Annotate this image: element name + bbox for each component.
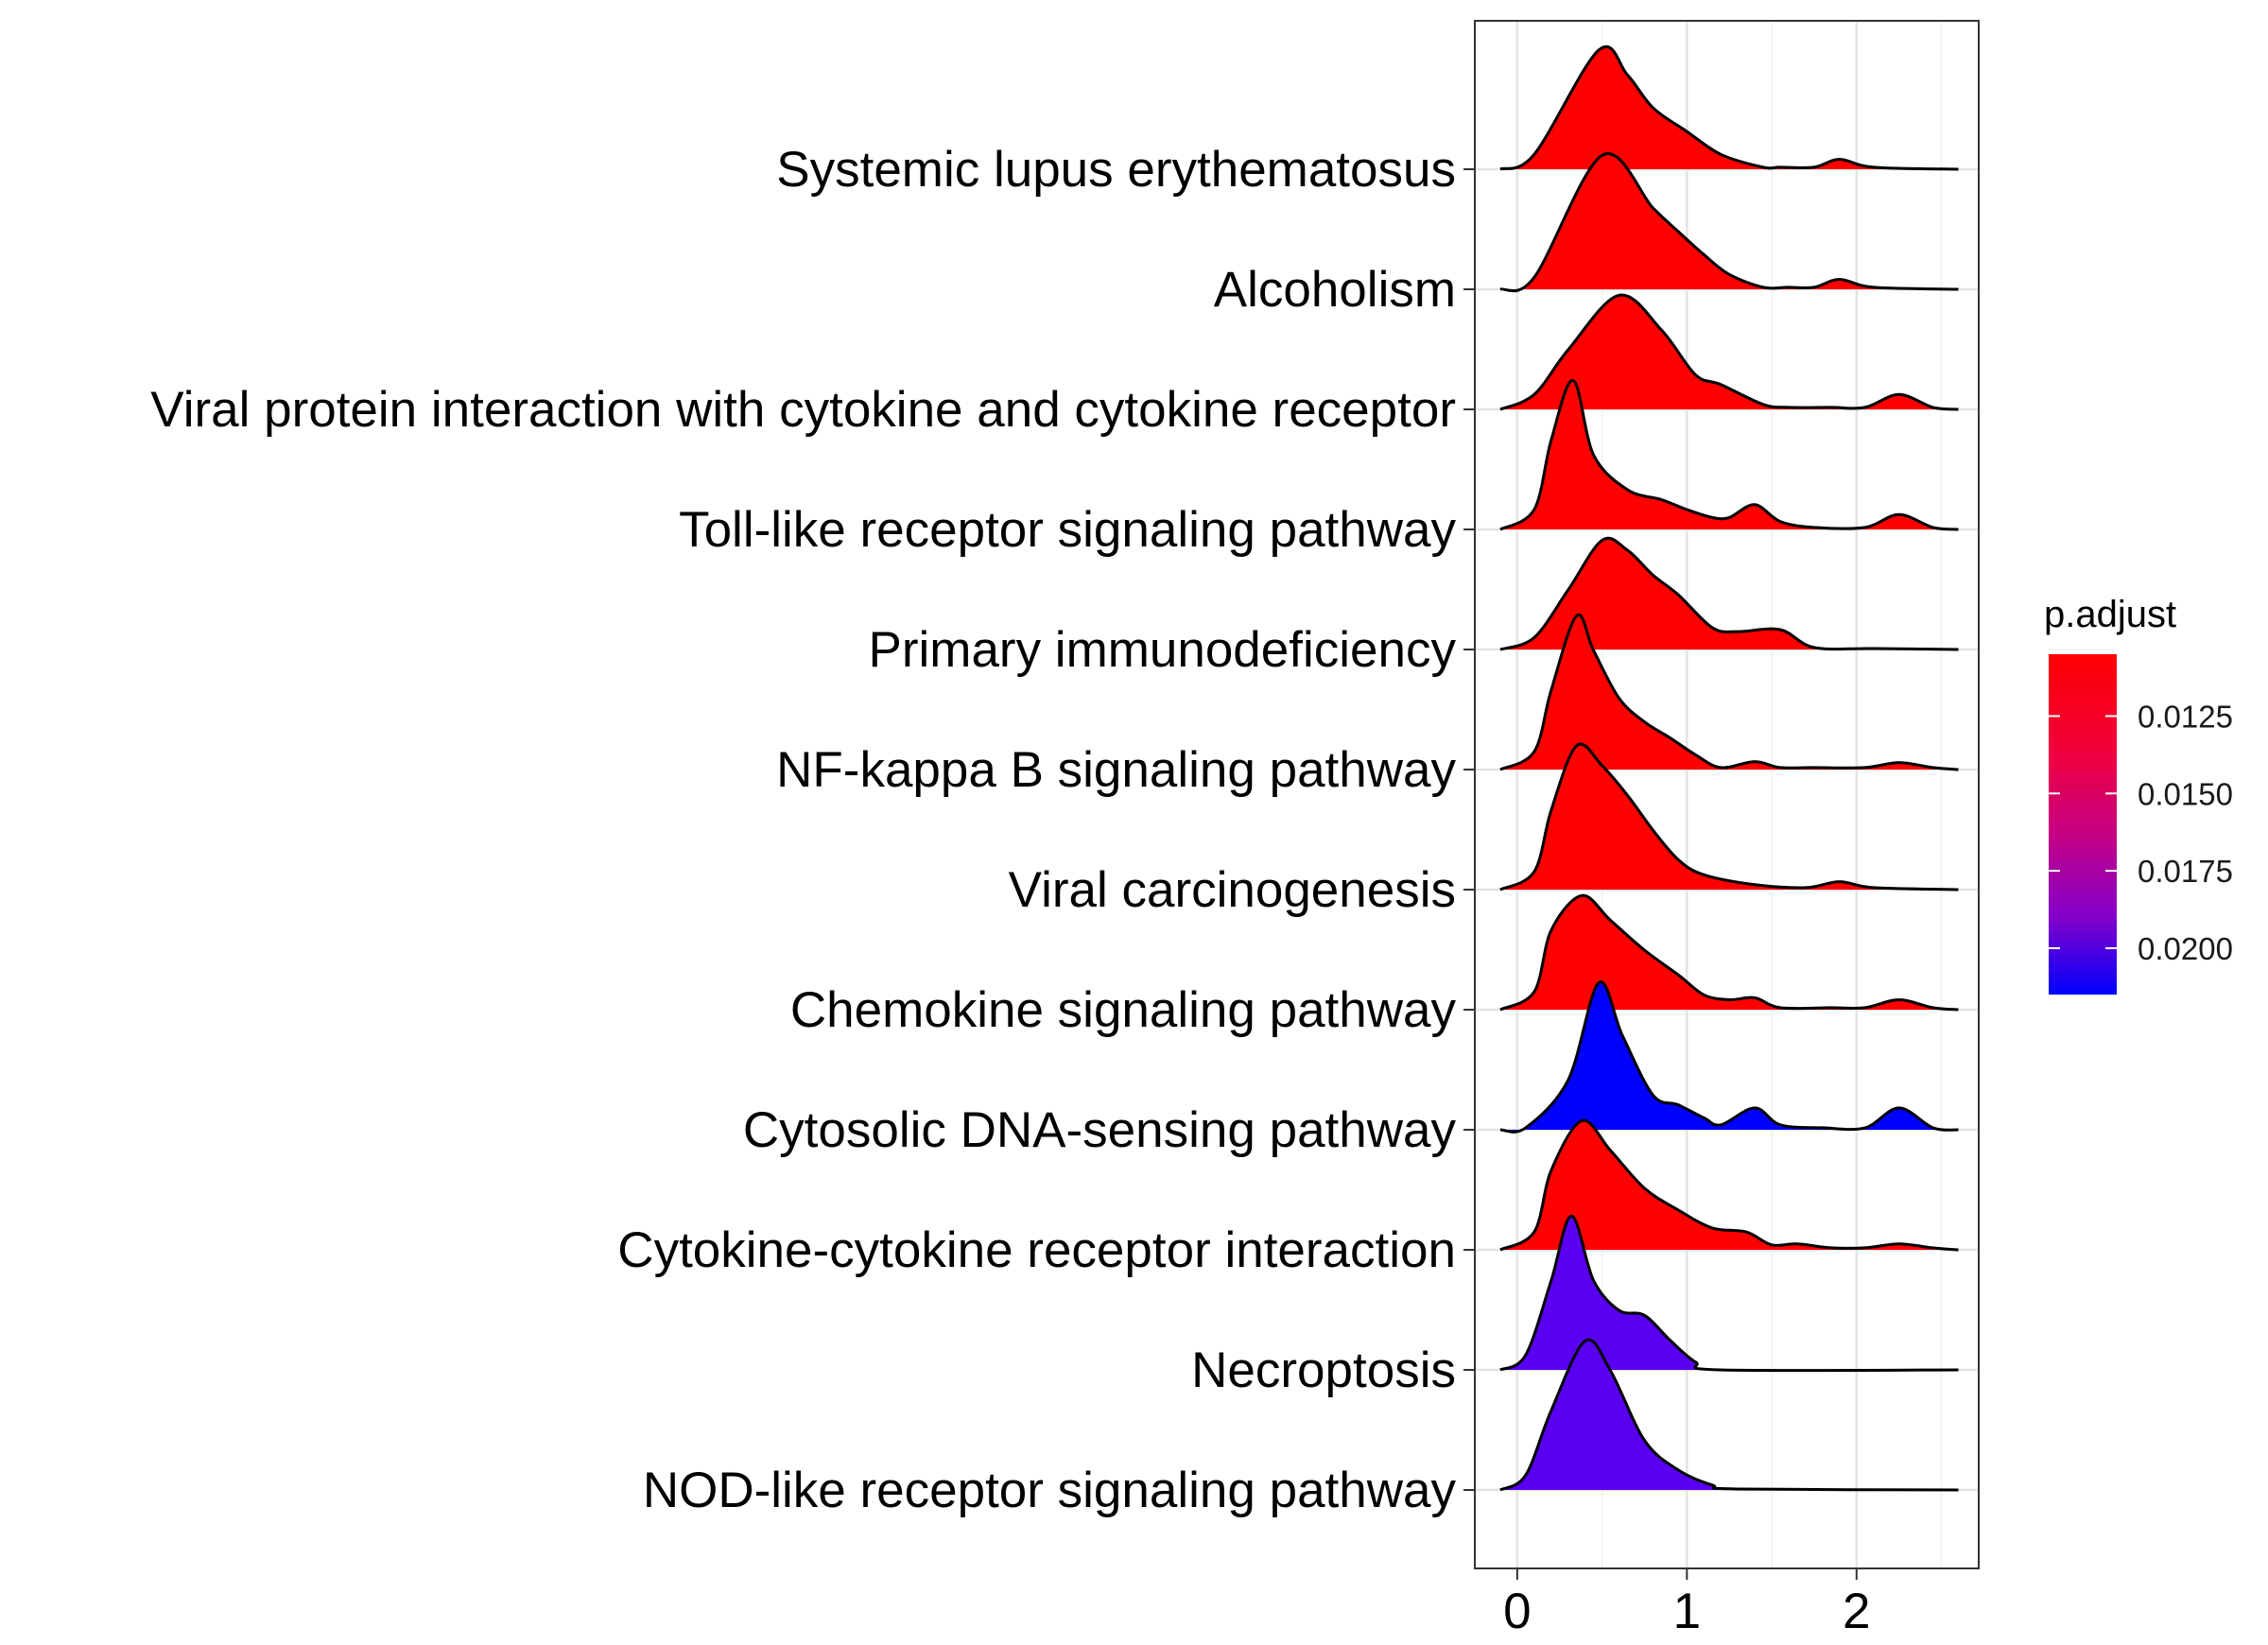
x-tick-label: 2 bbox=[1843, 1584, 1870, 1639]
legend-colorbar bbox=[2049, 654, 2117, 995]
ridge-area bbox=[1499, 46, 1959, 169]
ridge-7 bbox=[1499, 742, 1959, 892]
ridge-outline bbox=[1499, 1214, 1959, 1373]
legend-ticks: 0.0125 0.0150 0.0175 0.0200 bbox=[2049, 699, 2233, 966]
ridge-outline bbox=[1499, 152, 1959, 293]
y-label: Systemic lupus erythematosus bbox=[776, 142, 1456, 198]
legend-tick-label: 0.0150 bbox=[2138, 776, 2233, 811]
ridge-outline bbox=[1499, 893, 1959, 1012]
ridge-area bbox=[1499, 981, 1959, 1133]
ridges bbox=[1499, 45, 1959, 1492]
legend-title: p.adjust bbox=[2044, 594, 2176, 635]
ridge-area bbox=[1499, 380, 1959, 529]
x-tick-label: 0 bbox=[1503, 1584, 1531, 1639]
ridge-5 bbox=[1499, 536, 1959, 651]
y-label: Viral carcinogenesis bbox=[1009, 862, 1456, 918]
y-label: Cytosolic DNA-sensing pathway bbox=[743, 1102, 1457, 1158]
y-label: Chemokine signaling pathway bbox=[790, 982, 1457, 1038]
ridge-3 bbox=[1499, 293, 1959, 411]
ridge-outline bbox=[1499, 980, 1959, 1134]
y-label: Necroptosis bbox=[1191, 1342, 1456, 1398]
y-axis-ticks bbox=[1463, 168, 1475, 1491]
ridge-outline bbox=[1499, 1338, 1959, 1492]
ridge-area bbox=[1499, 615, 1959, 770]
y-label: Alcoholism bbox=[1214, 262, 1456, 318]
ridge-area bbox=[1499, 294, 1959, 409]
y-label: NF-kappa B signaling pathway bbox=[776, 742, 1456, 798]
ridge-11 bbox=[1499, 1214, 1959, 1373]
ridge-area bbox=[1499, 1216, 1959, 1371]
ridge-outline bbox=[1499, 613, 1959, 771]
y-label: Cytokine-cytokine receptor interaction bbox=[617, 1222, 1456, 1278]
y-label: NOD-like receptor signaling pathway bbox=[643, 1463, 1457, 1518]
y-label: Primary immunodeficiency bbox=[869, 622, 1457, 678]
ridge-outline bbox=[1499, 1118, 1959, 1252]
ridge-outline bbox=[1499, 536, 1959, 651]
ridge-area bbox=[1499, 895, 1959, 1010]
y-label: Toll-like receptor signaling pathway bbox=[679, 502, 1456, 558]
ridge-area bbox=[1499, 1120, 1959, 1250]
ridge-4 bbox=[1499, 379, 1959, 531]
ridge-2 bbox=[1499, 152, 1959, 293]
ridge-area bbox=[1499, 1340, 1959, 1490]
ridge-9 bbox=[1499, 980, 1959, 1134]
ridge-outline bbox=[1499, 379, 1959, 531]
y-axis-labels: Systemic lupus erythematosus Alcoholism Vi… bbox=[150, 142, 1456, 1518]
ridge-outline bbox=[1499, 742, 1959, 892]
x-axis: 0 1 2 bbox=[1503, 1568, 1871, 1639]
color-legend: p.adjust 0.0125 0.0150 0.0175 0.0200 bbox=[2044, 594, 2233, 995]
ridge-outline bbox=[1499, 45, 1959, 171]
y-label: Viral protein interaction with cytokine … bbox=[150, 382, 1456, 438]
legend-tick-label: 0.0200 bbox=[2138, 931, 2233, 966]
ridge-area bbox=[1499, 538, 1959, 649]
ridge-1 bbox=[1499, 45, 1959, 171]
panel-border bbox=[1474, 20, 1980, 1569]
ridge-8 bbox=[1499, 893, 1959, 1012]
ridge-area bbox=[1499, 153, 1959, 291]
ridge-12 bbox=[1499, 1338, 1959, 1492]
ridge-10 bbox=[1499, 1118, 1959, 1252]
legend-tick-label: 0.0175 bbox=[2138, 854, 2233, 889]
legend-tick-label: 0.0125 bbox=[2138, 699, 2233, 734]
ridge-outline bbox=[1499, 293, 1959, 411]
x-tick-label: 1 bbox=[1673, 1584, 1701, 1639]
ridge-6 bbox=[1499, 613, 1959, 771]
